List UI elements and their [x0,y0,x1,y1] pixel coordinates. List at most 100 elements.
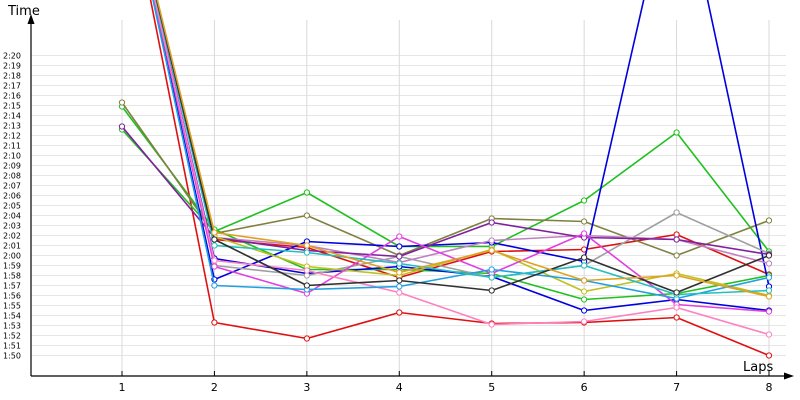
data-point [581,307,588,314]
data-point [581,218,588,225]
data-point [396,277,403,284]
y-tick-label: 2:01 [3,242,21,251]
data-point [396,233,403,240]
data-point [673,289,680,296]
series-line [154,0,770,336]
data-point [673,209,680,216]
y-axis-title: Time [7,4,40,19]
y-tick-label: 2:15 [3,102,21,111]
x-tick-label: 7 [673,381,680,394]
data-point [673,314,680,321]
data-point [581,318,588,325]
data-point [581,296,588,303]
data-point [765,352,773,359]
data-point [396,309,403,316]
series-line [152,0,770,300]
data-point [581,230,588,237]
y-tick-label: 2:05 [3,202,21,211]
data-point [581,288,588,295]
series-line [121,102,770,257]
y-tick-label: 2:12 [3,132,21,141]
data-point [765,308,773,315]
data-point [488,266,495,273]
y-tick-label: 2:11 [3,142,21,151]
data-point [118,99,126,106]
y-tick-label: 2:09 [3,162,21,171]
y-tick-label: 1:57 [3,282,21,291]
data-point [673,304,680,311]
data-point [488,287,495,294]
data-point [581,197,588,204]
data-point [765,293,773,300]
series-17 [156,0,773,300]
data-point [673,252,680,259]
data-point [303,267,310,274]
data-point [488,219,495,226]
y-tick-label: 2:17 [3,82,21,91]
data-point [673,231,680,238]
y-tick-label: 1:55 [3,302,21,311]
data-point [211,257,218,264]
y-tick-label: 1:51 [3,342,21,351]
data-point [488,247,495,254]
data-point [211,242,218,249]
y-tick-label: 2:02 [3,232,21,241]
series-11 [156,0,773,299]
y-tick-label: 2:14 [3,112,21,121]
series-line [155,0,770,294]
y-tick-label: 1:53 [3,322,21,331]
y-tick-label: 2:18 [3,72,21,81]
data-point [765,252,773,259]
data-point [396,283,403,290]
y-tick-label: 2:13 [3,122,21,131]
y-tick-label: 2:07 [3,182,21,191]
y-tick-label: 2:03 [3,222,21,231]
y-tick-label: 1:56 [3,292,21,301]
x-tick-label: 2 [211,381,218,394]
series-line [149,0,770,357]
data-point [488,321,495,328]
x-tick-label: 3 [303,381,310,394]
data-point [581,254,588,261]
y-tick-label: 1:54 [3,312,21,321]
series-line [154,0,770,312]
data-point [488,274,495,281]
series-13 [154,0,773,338]
y-tick-label: 2:20 [3,52,21,61]
data-point [396,253,403,260]
data-point [765,274,773,281]
data-point [396,269,403,276]
series-line [153,0,770,313]
y-axis-arrow [27,14,35,24]
series-16 [155,0,773,296]
data-point [303,242,310,249]
data-point [765,217,773,224]
y-tick-label: 2:08 [3,172,21,181]
data-point [765,287,773,294]
series-line [156,0,770,298]
data-point [581,262,588,269]
data-point [211,236,218,243]
series-line [156,0,770,265]
x-axis-arrow [784,372,794,380]
data-point [303,189,310,196]
data-point [396,289,403,296]
y-tick-label: 2:06 [3,192,21,201]
y-tick-label: 2:00 [3,252,21,261]
y-tick-label: 2:19 [3,62,21,71]
y-tick-label: 1:58 [3,272,21,281]
data-point [303,249,310,256]
series-line [155,0,770,296]
data-point [303,212,310,219]
data-point [396,243,403,250]
y-tick-label: 2:10 [3,152,21,161]
data-point [303,272,310,279]
data-point [581,277,588,284]
x-tick-label: 6 [581,381,588,394]
series-line [121,128,770,252]
data-point [765,260,773,267]
x-axis-title: Laps [743,360,773,375]
y-tick-label: 1:50 [3,352,21,361]
data-point [765,331,773,338]
